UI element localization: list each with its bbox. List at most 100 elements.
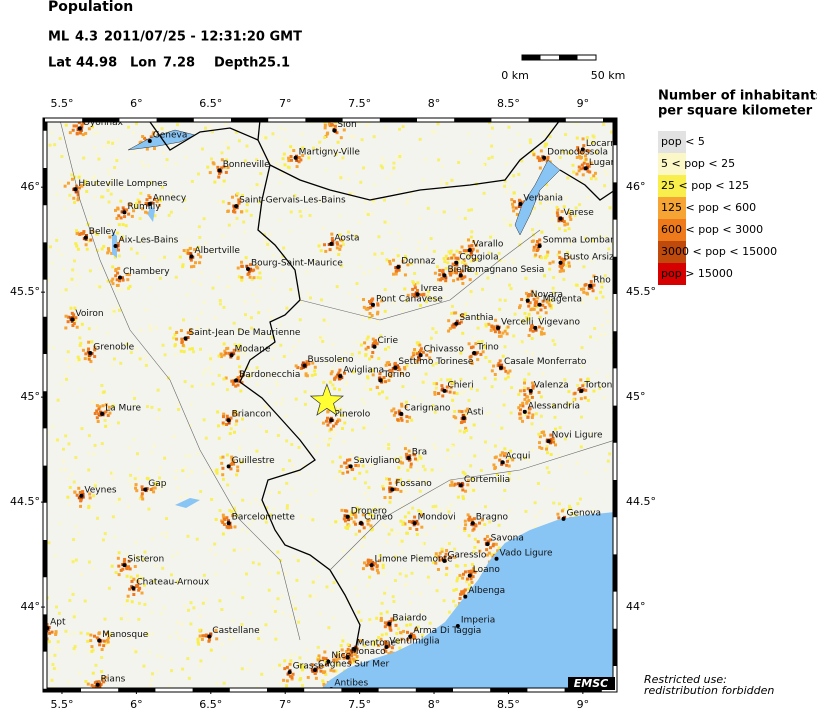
texture-pixel <box>64 326 68 330</box>
texture-pixel <box>548 441 552 445</box>
agency-badge: EMSC <box>568 677 615 690</box>
texture-pixel <box>204 241 208 245</box>
texture-pixel <box>289 614 293 618</box>
texture-pixel <box>56 438 60 442</box>
texture-pixel <box>324 660 328 664</box>
texture-pixel <box>87 506 91 510</box>
texture-pixel <box>333 387 337 391</box>
texture-pixel <box>540 256 544 260</box>
texture-pixel <box>388 500 392 504</box>
texture-pixel <box>87 127 91 131</box>
texture-pixel <box>225 347 229 351</box>
texture-pixel <box>568 210 572 214</box>
texture-pixel <box>418 489 422 493</box>
texture-pixel <box>288 674 292 678</box>
city-dot <box>454 321 459 326</box>
texture-pixel <box>213 316 217 320</box>
texture-pixel <box>125 574 129 578</box>
texture-pixel <box>142 664 146 668</box>
texture-pixel <box>225 285 229 289</box>
texture-pixel <box>249 316 253 320</box>
texture-pixel <box>521 401 525 405</box>
texture-pixel <box>371 373 375 377</box>
texture-pixel <box>452 253 456 257</box>
texture-pixel <box>382 376 386 380</box>
texture-pixel <box>98 643 102 647</box>
texture-pixel <box>136 583 140 587</box>
texture-pixel <box>489 328 493 332</box>
texture-pixel <box>73 490 77 494</box>
texture-pixel <box>148 196 152 200</box>
texture-pixel <box>407 479 411 483</box>
texture-pixel <box>104 403 108 407</box>
texture-pixel <box>366 348 370 352</box>
texture-pixel <box>434 330 438 334</box>
texture-pixel <box>283 572 287 576</box>
texture-pixel <box>314 676 318 680</box>
texture-pixel <box>272 507 276 511</box>
texture-pixel <box>420 610 424 614</box>
texture-pixel <box>301 146 305 150</box>
texture-pixel <box>288 150 292 154</box>
texture-pixel <box>158 466 162 470</box>
texture-pixel <box>514 206 518 210</box>
texture-pixel <box>454 416 458 420</box>
texture-pixel <box>579 167 583 171</box>
texture-pixel <box>505 190 509 194</box>
texture-pixel <box>398 436 402 440</box>
texture-pixel <box>327 698 330 701</box>
texture-pixel <box>345 650 349 654</box>
texture-pixel <box>163 255 167 259</box>
texture-pixel <box>436 567 440 571</box>
texture-pixel <box>304 372 308 376</box>
texture-pixel <box>425 353 429 357</box>
texture-pixel <box>421 464 425 468</box>
texture-pixel <box>497 523 501 527</box>
texture-pixel <box>221 234 225 238</box>
texture-pixel <box>295 165 299 169</box>
depth-value: 25.1 <box>258 56 290 71</box>
texture-pixel <box>257 200 261 204</box>
texture-pixel <box>289 654 293 658</box>
texture-pixel <box>329 439 333 443</box>
texture-pixel <box>468 515 472 519</box>
texture-pixel <box>64 468 68 472</box>
texture-pixel <box>93 681 97 685</box>
texture-pixel <box>407 520 411 524</box>
texture-pixel <box>471 345 475 349</box>
texture-pixel <box>580 163 584 167</box>
texture-pixel <box>481 350 485 354</box>
texture-pixel <box>131 647 135 651</box>
texture-pixel <box>321 664 325 668</box>
texture-pixel <box>333 124 337 128</box>
texture-pixel <box>470 362 474 366</box>
texture-pixel <box>400 550 404 554</box>
texture-pixel <box>254 497 258 501</box>
texture-pixel <box>289 659 293 663</box>
texture-pixel <box>411 293 415 297</box>
texture-pixel <box>418 217 422 221</box>
city-label: Rians <box>101 674 126 684</box>
texture-pixel <box>118 279 122 283</box>
texture-pixel <box>155 669 159 673</box>
texture-pixel <box>99 266 103 270</box>
city-dot <box>147 138 152 143</box>
texture-pixel <box>111 265 115 269</box>
texture-pixel <box>221 455 225 459</box>
texture-pixel <box>245 264 249 268</box>
texture-pixel <box>335 241 339 245</box>
texture-pixel <box>185 293 189 297</box>
texture-pixel <box>329 668 333 672</box>
texture-pixel <box>405 364 409 368</box>
texture-pixel <box>461 275 465 279</box>
texture-pixel <box>399 519 403 523</box>
texture-pixel <box>172 336 176 340</box>
texture-pixel <box>235 419 239 423</box>
texture-pixel <box>454 604 458 608</box>
texture-pixel <box>488 520 492 524</box>
texture-pixel <box>434 504 438 508</box>
texture-pixel <box>210 497 214 501</box>
texture-pixel <box>285 684 289 688</box>
texture-pixel <box>518 389 522 393</box>
city-dot <box>372 344 377 349</box>
